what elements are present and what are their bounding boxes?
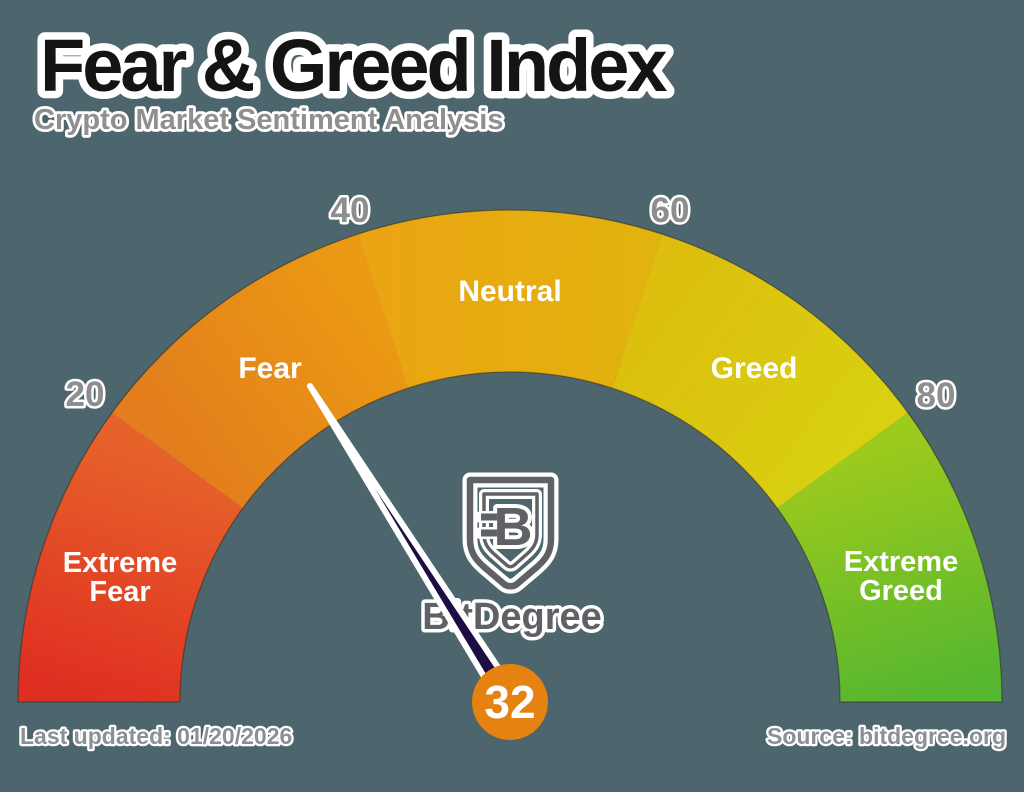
tick-label-60: 60 [651,191,690,230]
logo-letter-b: B [494,497,533,557]
value-badge-circle [472,664,548,740]
page-title: Fear & Greed Index [40,24,667,107]
gauge-outline [17,209,1003,703]
tick-label-80: 80 [917,376,956,415]
source-text: Source: bitdegree.org [767,723,1006,749]
zone-label-fear: Fear [238,352,302,385]
segment-greed [612,234,908,508]
tick-label-40: 40 [331,191,370,230]
zone-label-neutral: Neutral [458,275,561,308]
zone-label-extreme-fear-line2: Fear [89,576,150,608]
zone-label-extreme-greed-line1: Extreme [844,546,958,578]
page-subtitle: Crypto Market Sentiment Analysis [34,104,504,136]
value-badge-text: 32 [484,676,535,728]
last-updated-text: Last updated: 01/20/2026 [20,723,292,749]
zone-labels: Extreme Fear Fear Neutral Greed Extreme … [63,275,958,608]
tick-label-20: 20 [66,375,105,414]
segment-neutral [358,210,662,389]
zone-label-greed: Greed [711,352,798,385]
zone-label-extreme-fear-line1: Extreme [63,547,177,579]
segment-fear [112,234,408,508]
zone-label-extreme-greed-line2: Greed [859,575,943,607]
segment-extreme-fear [18,412,243,702]
gauge-arc [17,209,1003,703]
segment-extreme-greed [777,412,1002,702]
gauge-ticks: 20 40 60 80 [63,189,958,418]
bitdegree-shield-icon: B [462,472,559,594]
value-badge: 32 [472,664,548,740]
